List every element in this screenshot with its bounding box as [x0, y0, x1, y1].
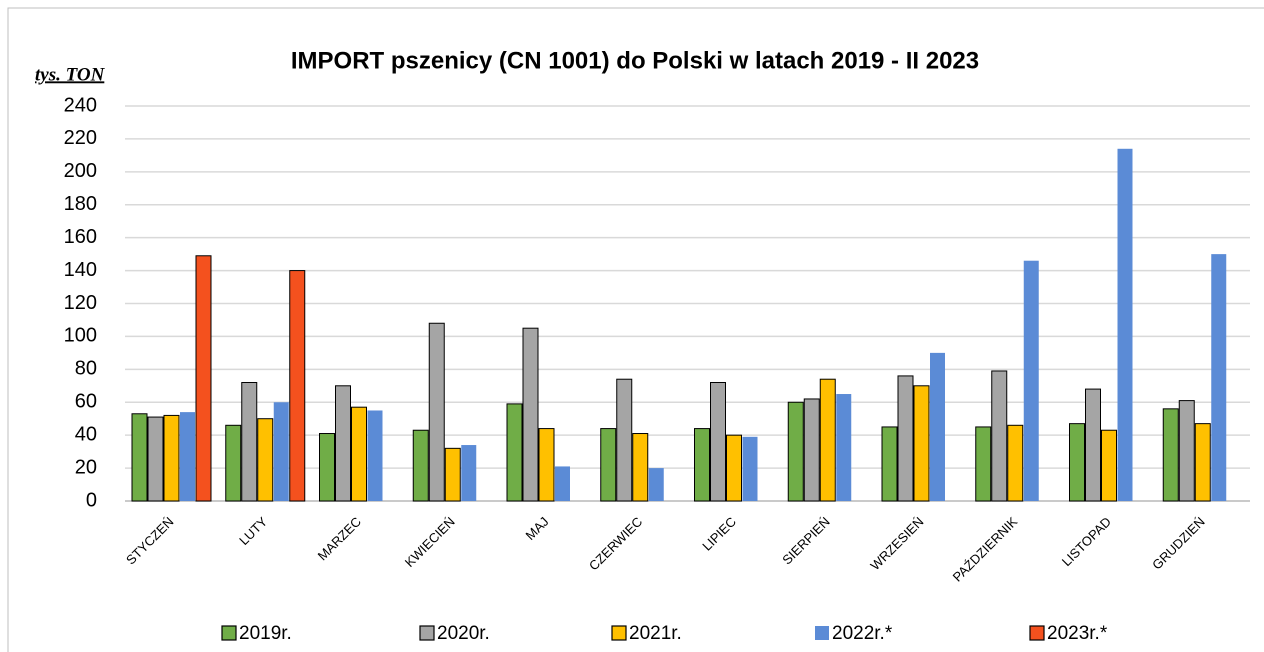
- bar: [225, 424, 242, 502]
- legend-label: 2020r.: [437, 623, 490, 644]
- bar: [1178, 400, 1195, 502]
- y-tick-label: 240: [64, 94, 97, 116]
- y-tick-label: 200: [64, 160, 97, 182]
- legend-label: 2019r.: [239, 623, 292, 644]
- bar: [897, 375, 914, 502]
- bar: [444, 447, 461, 502]
- bar: [710, 382, 726, 502]
- y-tick-label: 180: [64, 193, 97, 215]
- bar: [461, 445, 477, 501]
- legend-label: 2022r.*: [832, 623, 893, 644]
- bar: [428, 322, 445, 502]
- bar: [1162, 408, 1179, 502]
- bar: [600, 428, 617, 502]
- bar: [1069, 423, 1085, 502]
- bar: [913, 385, 930, 502]
- bar: [1023, 260, 1039, 501]
- y-tick-label: 0: [86, 489, 97, 511]
- bar: [538, 428, 555, 502]
- legend-swatch: [815, 626, 829, 640]
- bar: [367, 410, 383, 501]
- bar: [257, 418, 274, 502]
- bar: [555, 466, 570, 501]
- y-tick-label: 40: [75, 423, 97, 445]
- bar: [819, 378, 836, 502]
- bar: [803, 398, 820, 502]
- legend-swatch: [1029, 625, 1045, 641]
- bar: [881, 426, 898, 502]
- bar: [1101, 429, 1117, 502]
- bar: [632, 433, 649, 502]
- bar: [412, 429, 429, 502]
- bar: [522, 327, 539, 502]
- bar: [335, 385, 351, 502]
- y-axis-label: tys. TON: [35, 64, 106, 85]
- bar: [289, 270, 306, 502]
- bar: [273, 402, 289, 501]
- bar: [163, 414, 180, 502]
- y-tick-label: 120: [64, 292, 97, 314]
- bar: [180, 412, 195, 501]
- bar: [742, 436, 758, 501]
- y-tick-label: 220: [64, 127, 97, 149]
- chart-frame: [7, 7, 1264, 652]
- y-tick-label: 140: [64, 259, 97, 281]
- legend-swatch: [221, 625, 237, 641]
- bar: [975, 426, 992, 502]
- y-tick-label: 160: [64, 226, 97, 248]
- bar: [1117, 148, 1133, 501]
- bar: [648, 468, 664, 501]
- bar: [195, 255, 212, 502]
- bar: [1194, 423, 1211, 502]
- legend-label: 2023r.*: [1047, 623, 1108, 644]
- legend-swatch: [419, 625, 435, 641]
- bar: [1007, 424, 1024, 502]
- chart-title: IMPORT pszenicy (CN 1001) do Polski w la…: [291, 47, 979, 74]
- y-tick-label: 60: [75, 391, 97, 413]
- bar: [1085, 388, 1101, 502]
- bar: [991, 370, 1008, 502]
- y-tick-label: 80: [75, 358, 97, 380]
- bar: [930, 352, 945, 501]
- bar: [147, 416, 164, 502]
- bar: [351, 406, 367, 502]
- bar: [836, 394, 852, 501]
- bar: [1211, 254, 1227, 501]
- y-tick-label: 100: [64, 325, 97, 347]
- legend-swatch: [611, 625, 627, 641]
- bar: [506, 403, 523, 502]
- bar: [726, 434, 742, 502]
- legend-label: 2021r.: [629, 623, 682, 644]
- bar: [319, 433, 335, 502]
- bar: [694, 428, 710, 502]
- bar: [616, 378, 633, 502]
- bar: [131, 413, 148, 502]
- bar: [787, 401, 804, 502]
- bar: [241, 382, 258, 502]
- y-tick-label: 20: [75, 456, 97, 478]
